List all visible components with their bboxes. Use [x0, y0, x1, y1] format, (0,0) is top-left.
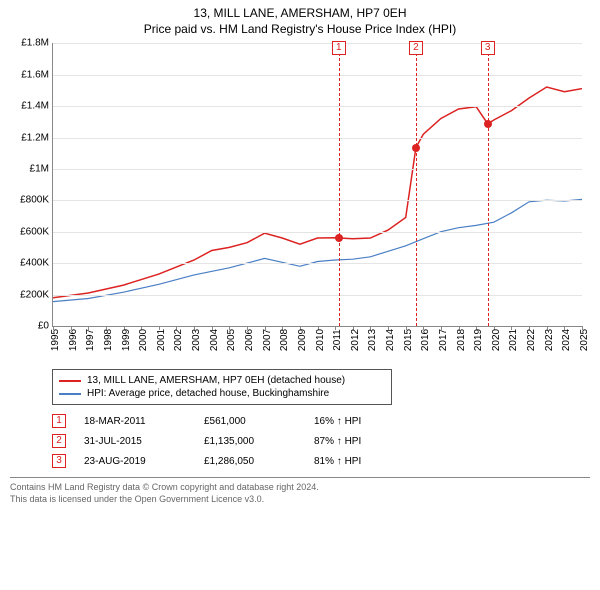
- x-axis-label: 2002: [173, 329, 184, 351]
- x-axis-label: 2022: [526, 329, 537, 351]
- x-axis-label: 2016: [420, 329, 431, 351]
- chart-plot: £0£200K£400K£600K£800K£1M£1.2M£1.4M£1.6M…: [52, 43, 582, 327]
- x-axis-label: 2020: [491, 329, 502, 351]
- y-axis-label: £1.8M: [21, 38, 53, 49]
- chart-lines: [53, 43, 582, 326]
- sale-date: 23-AUG-2019: [84, 456, 204, 467]
- x-axis-label: 2013: [367, 329, 378, 351]
- x-axis-label: 2025: [579, 329, 590, 351]
- x-axis-label: 2018: [456, 329, 467, 351]
- gridline: [53, 200, 582, 201]
- x-axis-label: 2007: [262, 329, 273, 351]
- event-marker-box: 2: [409, 41, 423, 55]
- gridline: [53, 75, 582, 76]
- x-axis-label: 2015: [403, 329, 414, 351]
- legend-label: 13, MILL LANE, AMERSHAM, HP7 0EH (detach…: [87, 375, 345, 386]
- event-marker-box: 1: [332, 41, 346, 55]
- x-axis-label: 2023: [544, 329, 555, 351]
- sale-delta: 16% ↑ HPI: [314, 416, 361, 427]
- x-axis-label: 2012: [350, 329, 361, 351]
- footer-line: This data is licensed under the Open Gov…: [10, 494, 590, 506]
- data-point-marker: [484, 120, 492, 128]
- gridline: [53, 169, 582, 170]
- series-line-hpi: [53, 200, 582, 302]
- event-line: [488, 43, 489, 326]
- sale-row: 1 18-MAR-2011£561,00016% ↑ HPI: [52, 411, 590, 431]
- x-axis-label: 1999: [121, 329, 132, 351]
- sale-date: 18-MAR-2011: [84, 416, 204, 427]
- x-axis-label: 2010: [315, 329, 326, 351]
- x-axis-label: 2001: [156, 329, 167, 351]
- x-axis-label: 2009: [297, 329, 308, 351]
- sale-row: 2 31-JUL-2015£1,135,00087% ↑ HPI: [52, 431, 590, 451]
- x-axis-label: 1998: [103, 329, 114, 351]
- series-line-property: [53, 87, 582, 298]
- gridline: [53, 263, 582, 264]
- x-axis-label: 2024: [561, 329, 572, 351]
- sale-delta: 81% ↑ HPI: [314, 456, 361, 467]
- sale-number-box: 1: [52, 414, 66, 428]
- x-axis-label: 2004: [209, 329, 220, 351]
- gridline: [53, 295, 582, 296]
- x-axis-label: 2006: [244, 329, 255, 351]
- x-axis-label: 2017: [438, 329, 449, 351]
- gridline: [53, 43, 582, 44]
- gridline: [53, 232, 582, 233]
- x-axis-label: 1996: [68, 329, 79, 351]
- sales-table: 1 18-MAR-2011£561,00016% ↑ HPI 2 31-JUL-201…: [52, 411, 590, 471]
- y-axis-label: £1.2M: [21, 132, 53, 143]
- sale-date: 31-JUL-2015: [84, 436, 204, 447]
- event-marker-box: 3: [481, 41, 495, 55]
- legend-item: HPI: Average price, detached house, Buck…: [59, 387, 385, 400]
- chart-area: £0£200K£400K£600K£800K£1M£1.2M£1.4M£1.6M…: [52, 43, 582, 363]
- data-point-marker: [412, 144, 420, 152]
- footer-line: Contains HM Land Registry data © Crown c…: [10, 482, 590, 494]
- y-axis-label: £800K: [20, 195, 53, 206]
- x-axis-label: 2003: [191, 329, 202, 351]
- legend-swatch: [59, 393, 81, 395]
- gridline: [53, 106, 582, 107]
- legend: 13, MILL LANE, AMERSHAM, HP7 0EH (detach…: [52, 369, 392, 405]
- chart-subtitle: Price paid vs. HM Land Registry's House …: [10, 22, 590, 38]
- x-axis-label: 2021: [508, 329, 519, 351]
- y-axis-label: £1.4M: [21, 101, 53, 112]
- title-block: 13, MILL LANE, AMERSHAM, HP7 0EH Price p…: [10, 6, 590, 37]
- sale-number-box: 2: [52, 434, 66, 448]
- x-axis-label: 1997: [85, 329, 96, 351]
- legend-label: HPI: Average price, detached house, Buck…: [87, 388, 329, 399]
- x-axis-label: 2000: [138, 329, 149, 351]
- event-line: [416, 43, 417, 326]
- legend-item: 13, MILL LANE, AMERSHAM, HP7 0EH (detach…: [59, 374, 385, 387]
- y-axis-label: £1M: [30, 163, 53, 174]
- sale-price: £1,286,050: [204, 456, 314, 467]
- sale-row: 3 23-AUG-2019£1,286,05081% ↑ HPI: [52, 451, 590, 471]
- y-axis-label: £200K: [20, 289, 53, 300]
- chart-title: 13, MILL LANE, AMERSHAM, HP7 0EH: [10, 6, 590, 22]
- data-point-marker: [335, 234, 343, 242]
- y-axis-label: £1.6M: [21, 69, 53, 80]
- x-axis-label: 2008: [279, 329, 290, 351]
- sale-delta: 87% ↑ HPI: [314, 436, 361, 447]
- footer: Contains HM Land Registry data © Crown c…: [10, 477, 590, 505]
- sale-number-box: 3: [52, 454, 66, 468]
- y-axis-label: £400K: [20, 258, 53, 269]
- event-line: [339, 43, 340, 326]
- legend-swatch: [59, 380, 81, 382]
- y-axis-label: £600K: [20, 226, 53, 237]
- sale-price: £561,000: [204, 416, 314, 427]
- x-axis-label: 2019: [473, 329, 484, 351]
- x-axis-label: 1995: [50, 329, 61, 351]
- x-axis-label: 2005: [226, 329, 237, 351]
- sale-price: £1,135,000: [204, 436, 314, 447]
- x-axis-label: 2011: [332, 329, 343, 351]
- gridline: [53, 138, 582, 139]
- x-axis-label: 2014: [385, 329, 396, 351]
